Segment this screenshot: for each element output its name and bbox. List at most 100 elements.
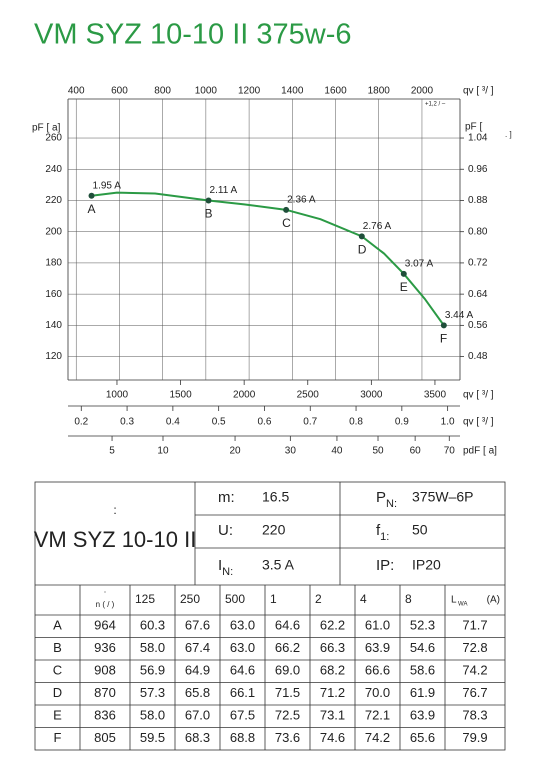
x-tick-label: 2500 bbox=[297, 390, 320, 401]
x-tick-label: 60 bbox=[410, 446, 422, 457]
y-tick-label: 120 bbox=[45, 351, 62, 362]
table-cell: 65.8 bbox=[185, 685, 210, 700]
table-cell: 61.9 bbox=[410, 685, 435, 700]
spec-value: IP20 bbox=[412, 557, 441, 573]
table-cell: 64.6 bbox=[230, 663, 255, 678]
table-cell: 67.4 bbox=[185, 640, 210, 655]
table-cell: 63.0 bbox=[230, 618, 255, 633]
model-mark: : bbox=[113, 503, 116, 517]
table-cell: 65.6 bbox=[410, 730, 435, 745]
table-cell: 60.3 bbox=[140, 618, 165, 633]
y2-tick-label: 0.88 bbox=[468, 195, 488, 206]
table-cell: 66.1 bbox=[230, 685, 255, 700]
x-tick-label: 0.7 bbox=[303, 417, 317, 428]
point-current: 2.11 A bbox=[210, 185, 238, 196]
x-tick-label: 1000 bbox=[195, 86, 218, 97]
point-letter: D bbox=[358, 243, 367, 257]
table-cell: 76.7 bbox=[462, 685, 487, 700]
table-cell: 936 bbox=[94, 640, 116, 655]
point-current: 3.07 A bbox=[405, 258, 434, 269]
model-name: VM SYZ 10-10 II bbox=[34, 527, 197, 552]
y2-axis-label: . ] bbox=[505, 130, 512, 139]
table-cell: 69.0 bbox=[275, 663, 300, 678]
table-header: 4 bbox=[360, 592, 367, 606]
y-tick-label: 260 bbox=[45, 133, 62, 144]
table-cell: 72.8 bbox=[462, 640, 487, 655]
table-cell: 66.2 bbox=[275, 640, 300, 655]
x-tick-label: 0.4 bbox=[166, 417, 180, 428]
y-tick-label: 140 bbox=[45, 320, 62, 331]
table-cell: 71.7 bbox=[462, 618, 487, 633]
table-cell: 70.0 bbox=[365, 685, 390, 700]
operating-point bbox=[88, 192, 95, 199]
x-tick-label: 0.5 bbox=[212, 417, 226, 428]
table-cell: 72.5 bbox=[275, 708, 300, 723]
x-tick-label: 50 bbox=[372, 446, 384, 457]
table-cell: 62.2 bbox=[320, 618, 345, 633]
table-cell: 68.3 bbox=[185, 730, 210, 745]
table-cell: 64.6 bbox=[275, 618, 300, 633]
x-tick-label: 0.2 bbox=[74, 417, 88, 428]
table-cell: 68.2 bbox=[320, 663, 345, 678]
spec-value: 375W–6P bbox=[412, 489, 473, 505]
spec-label-sub: N: bbox=[386, 498, 397, 510]
x-tick-label: 40 bbox=[331, 446, 343, 457]
table-cell: 59.5 bbox=[140, 730, 165, 745]
table-cell: 54.6 bbox=[410, 640, 435, 655]
table-cell: 71.2 bbox=[320, 685, 345, 700]
spec-value: 16.5 bbox=[262, 489, 289, 505]
x-tick-label: 1200 bbox=[238, 86, 261, 97]
table-cell: 66.3 bbox=[320, 640, 345, 655]
operating-point bbox=[205, 197, 212, 204]
point-letter: E bbox=[400, 280, 408, 294]
point-current: 3.44 A bbox=[445, 310, 474, 321]
y2-tick-label: 0.80 bbox=[468, 226, 488, 237]
point-current: 2.76 A bbox=[363, 221, 392, 232]
table-cell: 58.0 bbox=[140, 640, 165, 655]
x-tick-label: 2000 bbox=[411, 86, 434, 97]
table-header: 1 bbox=[270, 592, 277, 606]
table-header: 500 bbox=[225, 592, 245, 606]
x-tick-label: 800 bbox=[154, 86, 171, 97]
table-cell: 79.9 bbox=[462, 730, 487, 745]
y-tick-label: 160 bbox=[45, 289, 62, 300]
table-cell: 73.1 bbox=[320, 708, 345, 723]
table-cell: 63.0 bbox=[230, 640, 255, 655]
table-cell: B bbox=[53, 640, 62, 655]
operating-point bbox=[400, 270, 407, 277]
table-cell: 908 bbox=[94, 663, 116, 678]
table-header: 125 bbox=[135, 592, 155, 606]
x-tick-label: 0.3 bbox=[120, 417, 134, 428]
n-mark: · bbox=[104, 586, 107, 596]
x-tick-label: 10 bbox=[157, 446, 169, 457]
y-axis-label: pF [ a] bbox=[32, 123, 61, 134]
x-tick-label: 1.0 bbox=[441, 417, 455, 428]
point-letter: B bbox=[205, 207, 213, 221]
y-tick-label: 180 bbox=[45, 258, 62, 269]
spec-label-sub: N: bbox=[222, 566, 233, 578]
table-cell: 61.0 bbox=[365, 618, 390, 633]
table-cell: 64.9 bbox=[185, 663, 210, 678]
table-cell: 67.6 bbox=[185, 618, 210, 633]
spec-value: 220 bbox=[262, 522, 286, 538]
table-cell: 66.6 bbox=[365, 663, 390, 678]
spec-label: I bbox=[218, 557, 222, 574]
y2-tick-label: 0.56 bbox=[468, 320, 488, 331]
y2-tick-label: 0.48 bbox=[468, 351, 488, 362]
table-cell: 56.9 bbox=[140, 663, 165, 678]
table-cell: 72.1 bbox=[365, 708, 390, 723]
x-tick-label: 3000 bbox=[360, 390, 383, 401]
x-tick-label: 0.6 bbox=[258, 417, 272, 428]
point-current: 1.95 A bbox=[93, 180, 122, 191]
y2-axis-label: pF [ bbox=[465, 122, 482, 133]
lwa-unit: (A) bbox=[487, 595, 500, 606]
table-cell: D bbox=[53, 685, 62, 700]
x-tick-label: 30 bbox=[285, 446, 297, 457]
spec-label: m: bbox=[218, 489, 235, 506]
table-cell: 67.0 bbox=[185, 708, 210, 723]
fan-curve bbox=[91, 191, 445, 326]
y2-tick-label: 0.96 bbox=[468, 164, 488, 175]
spec-label: U: bbox=[218, 522, 233, 539]
table-cell: 964 bbox=[94, 618, 116, 633]
